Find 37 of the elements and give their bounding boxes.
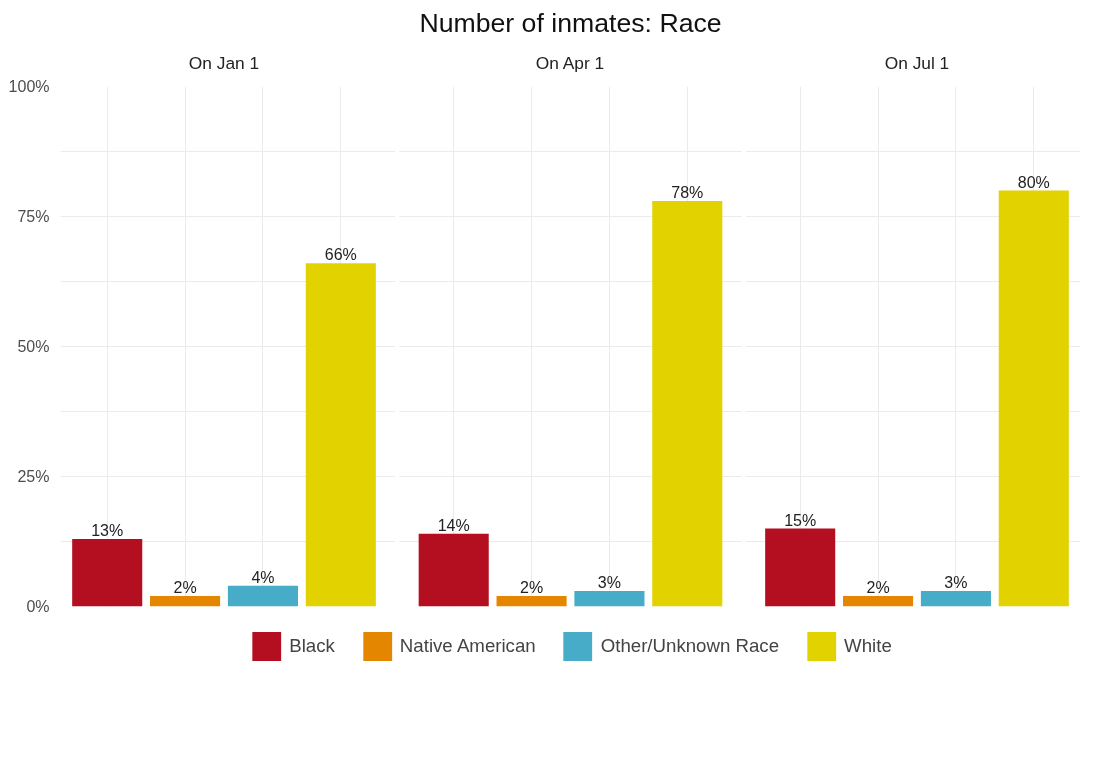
bar [418, 533, 489, 607]
data-label: 66% [324, 246, 357, 264]
y-tick-label: 50% [17, 338, 50, 355]
bar [150, 596, 221, 607]
bar [227, 585, 298, 607]
data-label: 4% [251, 568, 275, 586]
data-label: 3% [944, 573, 968, 591]
data-label: 13% [91, 521, 124, 539]
chart-title: Number of inmates: Race [419, 7, 722, 38]
data-label: 14% [437, 516, 470, 534]
data-label: 78% [671, 183, 704, 201]
y-tick-label: 25% [17, 468, 50, 485]
text: On Apr 1 [535, 52, 605, 73]
data-label: 2% [866, 579, 890, 597]
y-tick-label: 0% [26, 598, 50, 615]
legend-label: White [844, 635, 892, 657]
bar [574, 590, 645, 607]
bar [843, 596, 914, 607]
legend-label: Other/Unknown Race [600, 635, 780, 657]
y-tick-label: 100% [8, 78, 50, 95]
bar [920, 590, 991, 607]
y-tick-label: 75% [17, 208, 50, 225]
data-label: 2% [520, 579, 544, 597]
legend-label: Black [289, 635, 335, 657]
bar [496, 596, 567, 607]
data-label: 2% [173, 579, 197, 597]
bar [765, 528, 836, 607]
text: On Jul 1 [884, 52, 950, 73]
bar [72, 538, 143, 607]
text: On Jan 1 [188, 52, 260, 73]
bar [652, 200, 723, 607]
legend-label: Native American [399, 635, 536, 657]
data-label: 15% [784, 511, 817, 529]
data-label: 80% [1017, 173, 1050, 191]
bar [998, 190, 1069, 607]
bar [305, 263, 376, 607]
data-label: 3% [597, 573, 621, 591]
